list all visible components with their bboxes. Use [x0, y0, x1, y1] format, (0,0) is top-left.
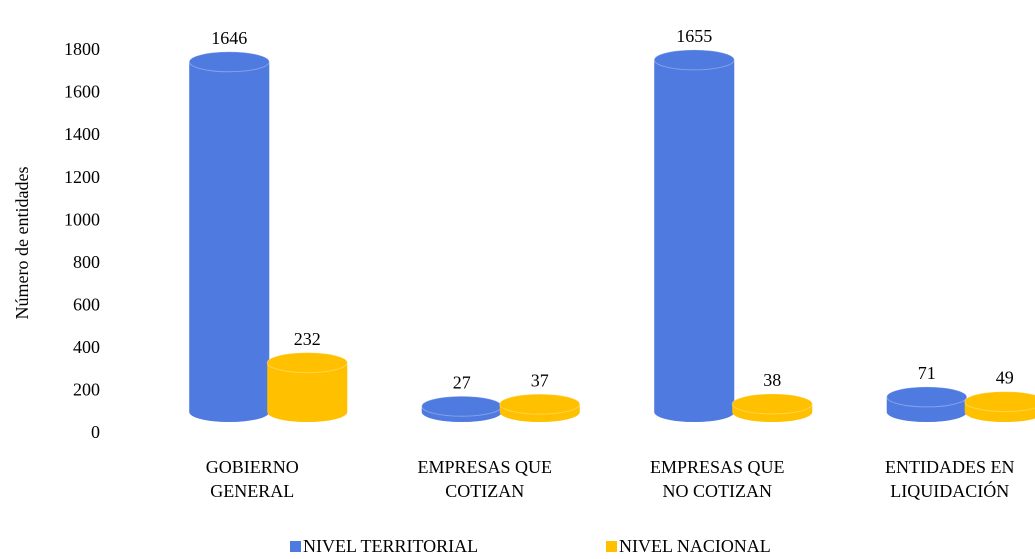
cylinder — [421, 395, 503, 422]
x-tick-label: EMPRESAS QUE NO COTIZAN — [649, 457, 785, 501]
y-tick-label: 1000 — [64, 209, 100, 229]
y-tick-label: 1600 — [64, 82, 100, 102]
cylinder — [188, 51, 270, 423]
cylinder-top — [886, 386, 968, 408]
cylinder-top — [964, 391, 1035, 413]
y-tick-label: 1200 — [64, 167, 100, 187]
cylinder — [499, 393, 581, 422]
value-label: 27 — [453, 372, 471, 392]
x-tick-label: EMPRESAS QUE COTIZAN — [417, 457, 553, 501]
cylinder-top — [188, 51, 270, 73]
cylinder — [886, 386, 968, 422]
cylinder-top — [653, 49, 735, 71]
legend-swatch — [606, 541, 617, 552]
legend-label: NIVEL TERRITORIAL — [303, 536, 478, 556]
y-tick-label: 200 — [73, 380, 100, 400]
y-tick-label: 800 — [73, 252, 100, 272]
value-label: 1655 — [676, 26, 712, 46]
y-tick-label: 1400 — [64, 124, 100, 144]
value-label: 71 — [918, 363, 936, 383]
value-label: 232 — [294, 329, 321, 349]
cylinder — [653, 49, 735, 422]
x-tick-label: ENTIDADES EN LIQUIDACIÓN — [885, 457, 1015, 501]
value-label: 1646 — [211, 28, 247, 48]
cylinder-shade — [267, 362, 348, 422]
y-axis-label: Número de entidades — [12, 167, 32, 320]
cylinder-top — [421, 395, 503, 417]
x-tick-label: GOBIERNO GENERAL — [205, 457, 299, 501]
y-tick-label: 1800 — [64, 39, 100, 59]
cylinder — [964, 391, 1035, 422]
cylinder-top — [499, 393, 581, 415]
value-label: 37 — [531, 370, 549, 390]
cylinder — [731, 393, 813, 422]
value-label: 38 — [763, 370, 781, 390]
y-tick-label: 0 — [91, 422, 100, 442]
legend-swatch — [290, 541, 301, 552]
cylinder-top — [731, 393, 813, 415]
y-tick-label: 600 — [73, 294, 100, 314]
legend-label: NIVEL NACIONAL — [619, 536, 771, 556]
cylinder-shade — [189, 61, 270, 423]
cylinder-top — [266, 352, 348, 374]
y-tick-label: 400 — [73, 337, 100, 357]
cylinder-shade — [654, 59, 735, 422]
value-label: 49 — [996, 368, 1014, 388]
cylinder — [266, 352, 348, 422]
